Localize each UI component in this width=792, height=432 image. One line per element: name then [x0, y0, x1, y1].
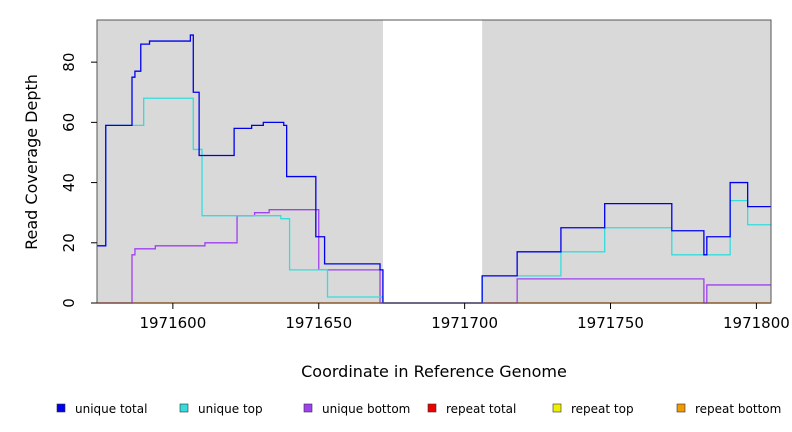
- x-tick-label: 1971750: [577, 314, 644, 332]
- series-unique-bottom: [97, 209, 771, 304]
- legend-item-repeat-top: repeat top: [552, 402, 634, 416]
- shaded-region-2: [482, 20, 771, 303]
- y-tick-label: 80: [60, 53, 78, 72]
- y-tick-label: 0: [60, 298, 78, 308]
- y-axis-label: Read Coverage Depth: [22, 74, 41, 250]
- legend-swatch: [552, 403, 562, 413]
- y-tick-label: 60: [60, 113, 78, 132]
- legend-label: unique top: [198, 402, 263, 416]
- series-unique-total: [97, 34, 771, 304]
- legend: unique total unique top unique bottom repea…: [56, 402, 781, 416]
- legend-swatch: [56, 403, 66, 413]
- x-axis-label: Coordinate in Reference Genome: [301, 362, 567, 381]
- legend-label: repeat bottom: [695, 402, 781, 416]
- legend-item-unique-top: unique top: [179, 402, 263, 416]
- legend-swatch: [676, 403, 686, 413]
- plot-background: [97, 20, 771, 303]
- legend-item-repeat-total: repeat total: [427, 402, 516, 416]
- y-tick-label: 20: [60, 233, 78, 252]
- legend-swatch: [179, 403, 189, 413]
- legend-label: unique bottom: [322, 402, 410, 416]
- legend-item-unique-total: unique total: [56, 402, 147, 416]
- x-tick-label: 1971650: [285, 314, 352, 332]
- legend-item-unique-bottom: unique bottom: [303, 402, 410, 416]
- legend-label: repeat total: [446, 402, 516, 416]
- legend-swatch: [303, 403, 313, 413]
- series-unique-top: [97, 97, 771, 304]
- x-tick-label: 1971800: [723, 314, 790, 332]
- x-tick-label: 1971600: [139, 314, 206, 332]
- x-axis: 1971600 1971650 1971700 1971750 1971800: [139, 303, 790, 332]
- legend-label: repeat top: [571, 402, 634, 416]
- plot-frame: [96, 19, 772, 304]
- legend-swatch: [427, 403, 437, 413]
- shaded-region-1: [97, 20, 383, 303]
- y-axis: 0 20 40 60 80: [60, 53, 97, 308]
- legend-item-repeat-bottom: repeat bottom: [676, 402, 781, 416]
- legend-label: unique total: [75, 402, 147, 416]
- x-tick-label: 1971700: [431, 314, 498, 332]
- y-tick-label: 40: [60, 173, 78, 192]
